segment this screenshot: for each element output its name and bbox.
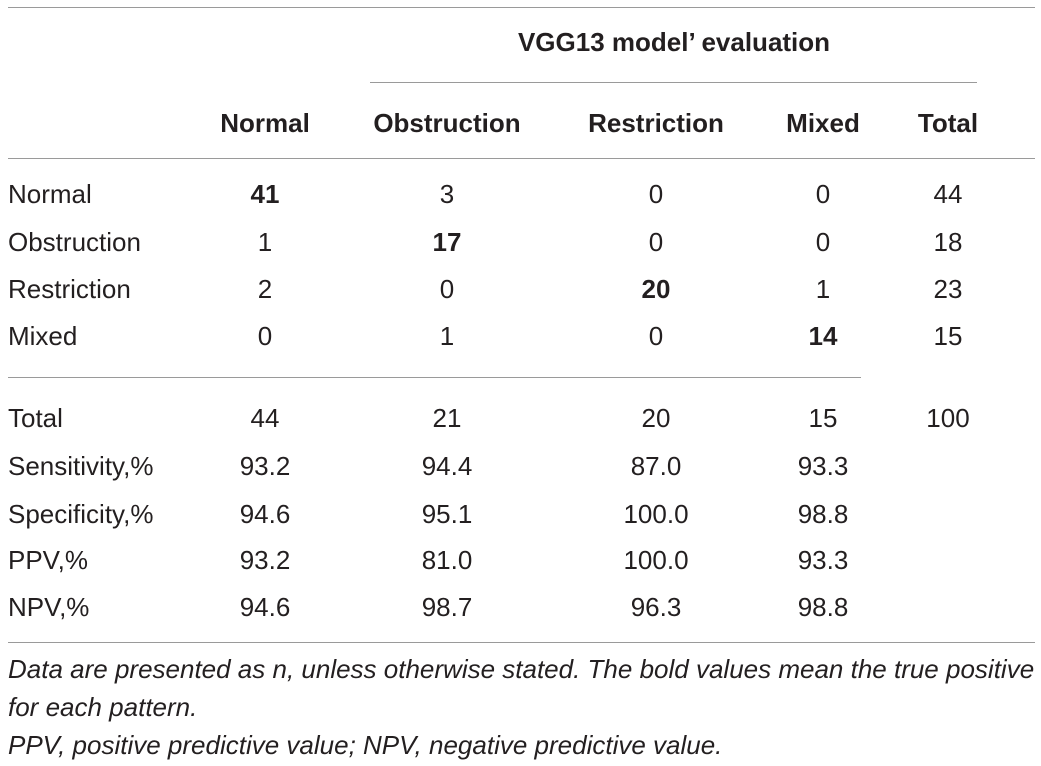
row-label: Specificity,%	[8, 499, 154, 529]
row-label: Mixed	[8, 321, 78, 351]
table-cell: 44	[933, 179, 963, 209]
column-header-normal: Normal	[220, 108, 310, 138]
table-cell: 94.6	[239, 499, 291, 529]
row-label: Restriction	[8, 274, 131, 304]
table-cell: 21	[432, 403, 462, 433]
row-label: Total	[8, 403, 63, 433]
table-top-rule	[8, 7, 1035, 8]
column-header-restriction: Restriction	[588, 108, 724, 138]
table-cell: 96.3	[630, 592, 682, 622]
body-bottom-rule	[8, 377, 861, 378]
table-cell: 93.2	[239, 545, 291, 575]
table-cell: 41	[250, 179, 280, 209]
table-cell: 98.8	[797, 499, 849, 529]
row-label: PPV,%	[8, 545, 88, 575]
footnote-data-presentation: Data are presented as n, unless otherwis…	[8, 654, 1035, 722]
table-cell: 0	[815, 179, 831, 209]
column-header-obstruction: Obstruction	[373, 108, 521, 138]
footnote-abbreviations: PPV, positive predictive value; NPV, neg…	[8, 730, 723, 760]
table-cell: 3	[439, 179, 455, 209]
row-label: Sensitivity,%	[8, 451, 154, 481]
table-cell: 15	[933, 321, 963, 351]
table-cell: 100.0	[623, 545, 689, 575]
table-cell: 2	[257, 274, 273, 304]
table-cell: 0	[815, 227, 831, 257]
table-cell: 23	[933, 274, 963, 304]
table-cell: 93.3	[797, 451, 849, 481]
table-cell: 0	[257, 321, 273, 351]
table-cell: 87.0	[630, 451, 682, 481]
column-header-mixed: Mixed	[786, 108, 860, 138]
row-label: Normal	[8, 179, 92, 209]
group-header-underline	[370, 82, 977, 83]
table-cell: 14	[808, 321, 838, 351]
table-cell: 17	[432, 227, 462, 257]
table-cell: 0	[439, 274, 455, 304]
table-cell: 0	[648, 227, 664, 257]
table-cell: 100.0	[623, 499, 689, 529]
table-cell: 0	[648, 179, 664, 209]
table-cell: 95.1	[421, 499, 473, 529]
row-label: Obstruction	[8, 227, 141, 257]
table-cell: 94.6	[239, 592, 291, 622]
table-cell: 93.3	[797, 545, 849, 575]
table-cell: 98.7	[421, 592, 473, 622]
table-cell: 20	[641, 403, 671, 433]
table-cell: 94.4	[421, 451, 473, 481]
table-cell: 1	[815, 274, 831, 304]
table-cell: 1	[439, 321, 455, 351]
table-cell: 1	[257, 227, 273, 257]
header-bottom-rule	[8, 158, 1035, 159]
table-cell: 98.8	[797, 592, 849, 622]
table-cell: 0	[648, 321, 664, 351]
table-cell: 20	[641, 274, 671, 304]
table-cell: 100	[926, 403, 970, 433]
table-cell: 44	[250, 403, 280, 433]
table-cell: 81.0	[421, 545, 473, 575]
column-header-total: Total	[917, 108, 979, 138]
table-cell: 93.2	[239, 451, 291, 481]
table-cell: 15	[808, 403, 838, 433]
group-header: VGG13 model’ evaluation	[517, 27, 831, 57]
row-label: NPV,%	[8, 592, 90, 622]
table-cell: 18	[933, 227, 963, 257]
table-bottom-rule	[8, 642, 1035, 643]
